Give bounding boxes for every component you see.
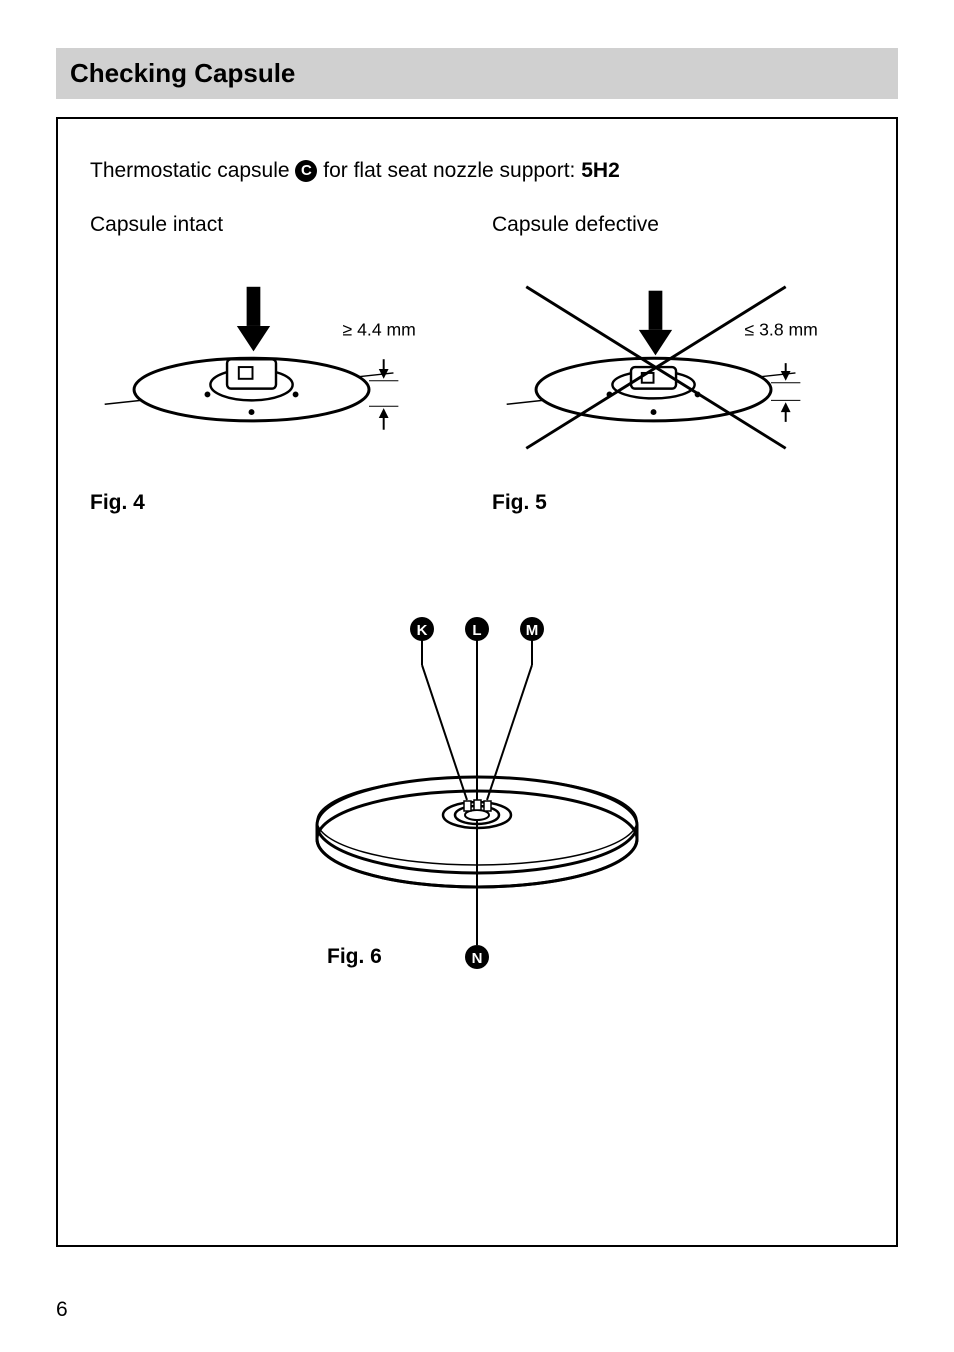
fig4-caption: Fig. 4 <box>90 491 462 515</box>
intro-text: Thermostatic capsule C for flat seat noz… <box>90 159 864 183</box>
fig5-caption: Fig. 5 <box>492 491 864 515</box>
fig6-diagram: K L M N Fig. 6 <box>267 605 687 975</box>
fig5-diagram: ≤ 3.8 mm <box>492 255 864 485</box>
fig5-column: Capsule defective <box>492 213 864 515</box>
section-header: Checking Capsule <box>56 48 898 99</box>
fig5-col-label: Capsule defective <box>492 213 864 237</box>
svg-text:Fig. 6: Fig. 6 <box>327 945 382 968</box>
svg-text:≥ 4.4 mm: ≥ 4.4 mm <box>343 320 416 340</box>
capsule-ref-badge: C <box>295 160 317 182</box>
content-box: Thermostatic capsule C for flat seat noz… <box>56 117 898 1247</box>
page-number: 6 <box>56 1298 68 1322</box>
intro-model: 5H2 <box>581 159 620 182</box>
svg-text:≤ 3.8 mm: ≤ 3.8 mm <box>745 320 818 340</box>
svg-text:K: K <box>417 622 428 639</box>
svg-text:M: M <box>526 622 539 639</box>
fig4-diagram: ≥ 4.4 mm <box>90 255 462 485</box>
svg-text:N: N <box>472 950 483 967</box>
intro-prefix: Thermostatic capsule <box>90 159 295 182</box>
intro-middle: for flat seat nozzle support: <box>317 159 581 182</box>
svg-text:L: L <box>472 622 481 639</box>
fig4-col-label: Capsule intact <box>90 213 462 237</box>
fig4-column: Capsule intact <box>90 213 462 515</box>
